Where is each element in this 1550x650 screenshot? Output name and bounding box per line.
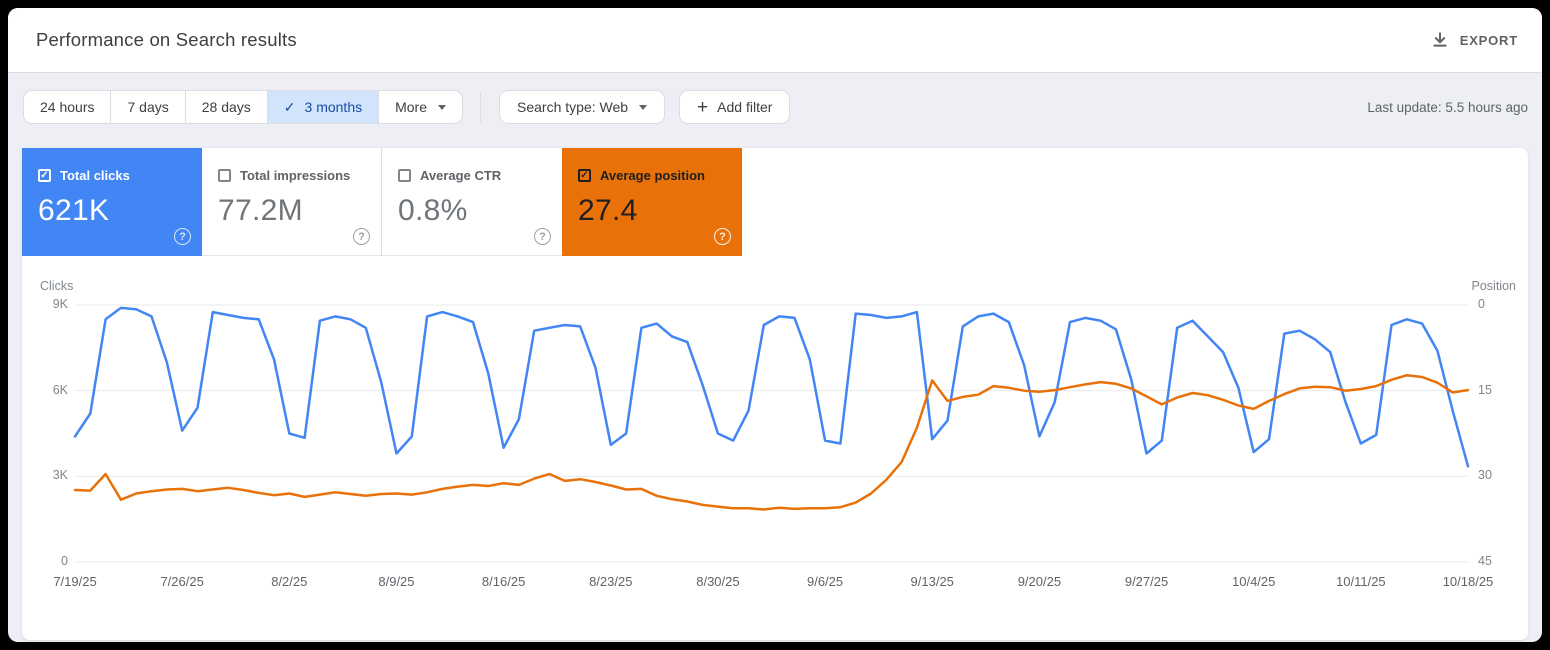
x-axis-date-label: 9/6/25 (806, 574, 844, 589)
checkbox-checked-icon[interactable] (578, 169, 591, 182)
metric-card-average-ctr[interactable]: Average CTR 0.8% ? (382, 148, 562, 256)
checkbox-unchecked-icon[interactable] (218, 169, 231, 182)
right-axis-tick: 15 (1478, 382, 1492, 397)
check-icon (284, 99, 296, 116)
export-label: EXPORT (1459, 32, 1518, 48)
metric-cards-row: Total clicks 621K ? Total impressions 77… (22, 148, 744, 256)
range-more[interactable]: More (378, 90, 464, 124)
right-axis-title: Position (1471, 279, 1516, 293)
add-filter-button[interactable]: Add filter (679, 90, 791, 124)
range-7-days[interactable]: 7 days (110, 90, 186, 124)
series-line-average-position (73, 373, 1470, 511)
metric-card-total-impressions[interactable]: Total impressions 77.2M ? (202, 148, 382, 256)
x-axis-date-label: 8/9/25 (378, 574, 415, 589)
left-axis-tick: 6K (52, 382, 68, 397)
x-axis-date-label: 8/16/25 (481, 574, 526, 589)
metric-label: Total impressions (240, 168, 351, 183)
header-bar: Performance on Search results EXPORT (8, 8, 1542, 73)
caret-down-icon (639, 104, 648, 110)
help-circle-icon[interactable]: ? (353, 228, 370, 245)
help-circle-icon[interactable]: ? (714, 228, 731, 245)
x-axis-date-label: 9/20/25 (1017, 574, 1062, 589)
last-update-text: Last update: 5.5 hours ago (1367, 99, 1528, 115)
checkbox-checked-icon[interactable] (38, 169, 51, 182)
x-axis-date-label: 9/27/25 (1124, 574, 1169, 589)
x-axis-date-label: 7/26/25 (160, 574, 204, 589)
left-axis-tick: 9K (52, 297, 68, 311)
metric-value: 0.8% (398, 194, 468, 227)
metric-label: Total clicks (60, 168, 130, 183)
caret-down-icon (438, 104, 447, 110)
x-axis-date-label: 10/11/25 (1336, 574, 1386, 589)
metric-value: 77.2M (218, 194, 303, 227)
performance-card: Total clicks 621K ? Total impressions 77… (22, 148, 1528, 640)
range-3-months[interactable]: 3 months (266, 90, 380, 124)
x-axis-date-label: 10/4/25 (1232, 574, 1276, 589)
x-axis-date-label: 9/13/25 (910, 574, 954, 589)
toolbar-divider (480, 92, 482, 122)
help-circle-icon[interactable]: ? (534, 228, 551, 245)
metric-label: Average CTR (420, 168, 502, 183)
right-axis-tick: 30 (1478, 468, 1492, 483)
x-axis-date-label: 7/19/25 (53, 574, 97, 589)
date-range-group: 24 hours 7 days 28 days 3 months More (23, 90, 464, 124)
export-button[interactable]: EXPORT (1431, 31, 1518, 49)
performance-chart[interactable]: Clicks Position 9K 6K 3K 0 0 15 30 45 7/19/25 7/26/… (22, 256, 1528, 640)
series-line-total-clicks (73, 306, 1470, 468)
help-circle-icon[interactable]: ? (174, 228, 191, 245)
x-axis-date-label: 8/2/25 (271, 574, 308, 589)
right-axis-tick: 0 (1478, 297, 1485, 311)
app-window: Performance on Search results EXPORT 24 … (8, 8, 1542, 642)
search-type-dropdown[interactable]: Search type: Web (499, 90, 666, 124)
download-icon (1431, 31, 1449, 49)
metric-label: Average position (600, 168, 705, 183)
left-axis-title: Clicks (40, 279, 74, 293)
x-axis-date-label: 8/23/25 (589, 574, 633, 589)
metric-card-total-clicks[interactable]: Total clicks 621K ? (22, 148, 202, 256)
chart-canvas[interactable] (22, 256, 1528, 640)
x-axis-date-label: 8/30/25 (696, 574, 740, 589)
range-24-hours[interactable]: 24 hours (23, 90, 112, 124)
left-axis-tick: 0 (61, 554, 68, 568)
checkbox-unchecked-icon[interactable] (398, 169, 411, 182)
page-title: Performance on Search results (36, 29, 297, 50)
right-axis-tick: 45 (1478, 554, 1492, 568)
filter-toolbar: 24 hours 7 days 28 days 3 months More Se… (23, 90, 1528, 124)
metric-card-average-position[interactable]: Average position 27.4 ? (562, 148, 742, 256)
metric-value: 27.4 (578, 194, 638, 227)
plus-icon (697, 98, 708, 117)
x-axis-date-label: 10/18/25 (1442, 574, 1494, 589)
left-axis-tick: 3K (52, 468, 68, 483)
metric-value: 621K (38, 194, 110, 227)
range-28-days[interactable]: 28 days (184, 90, 268, 124)
